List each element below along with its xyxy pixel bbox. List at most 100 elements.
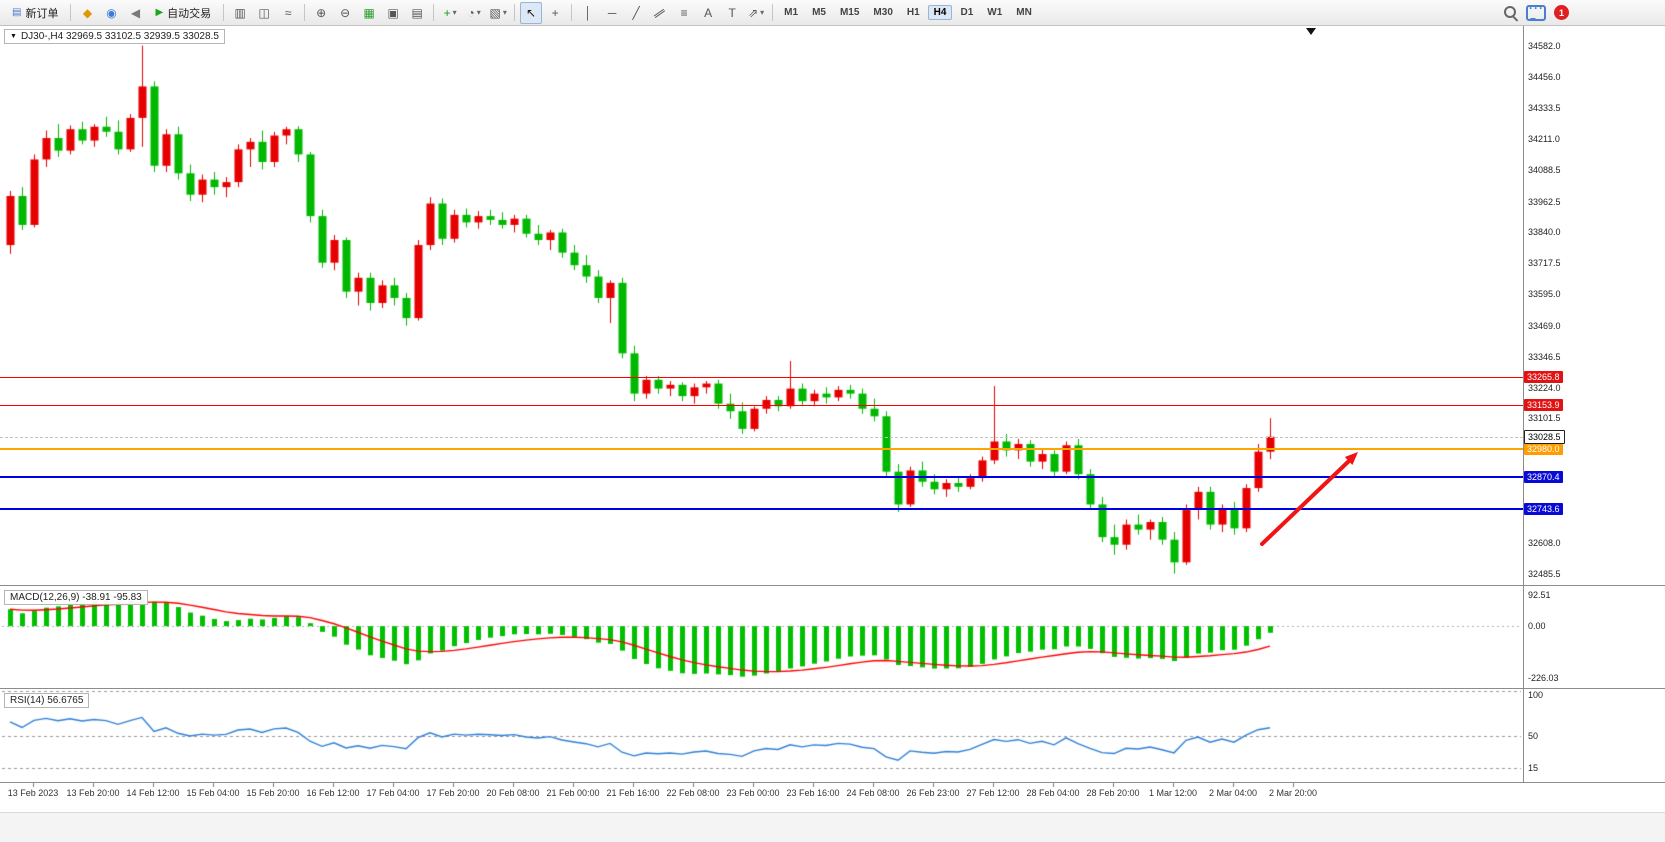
- cascade-windows-icon[interactable]: ▣: [382, 2, 404, 24]
- price-tick-label: 34088.5: [1528, 164, 1561, 175]
- timeframe-m30[interactable]: M30: [873, 7, 893, 18]
- time-label: 1 Mar 12:00: [1148, 788, 1198, 798]
- timeframe-mn[interactable]: MN: [1016, 7, 1032, 18]
- bar-chart-icon-glyph: ▥: [234, 5, 246, 20]
- crosshair-icon[interactable]: +: [544, 2, 566, 24]
- time-label: 14 Feb 12:00: [126, 788, 180, 798]
- rsi-label-box: RSI(14) 56.6765: [4, 693, 90, 708]
- rsi-label: RSI(14) 56.6765: [10, 695, 84, 706]
- price-tick-label: 34582.0: [1528, 40, 1561, 51]
- resistance-line-2[interactable]: [0, 404, 1523, 406]
- zoom-in-icon[interactable]: ⊕: [310, 2, 332, 24]
- price-tick-label: 33346.5: [1528, 351, 1561, 362]
- time-axis-separator: [0, 782, 1665, 783]
- symbol-dropdown-icon[interactable]: ▼: [10, 33, 17, 40]
- search-icon[interactable]: [1504, 5, 1518, 20]
- community-icon[interactable]: ◉: [100, 2, 122, 24]
- price-scale-separator: [1523, 26, 1524, 782]
- tile-windows-icon[interactable]: ▤: [406, 2, 428, 24]
- timeframe-w1[interactable]: W1: [987, 7, 1003, 18]
- shapes-icon-dropdown-arrow: ▾: [760, 8, 765, 17]
- periods-button-dropdown-arrow: ▾: [476, 8, 481, 17]
- new-order-button[interactable]: ▤ 新订单: [4, 2, 66, 24]
- time-label: 23 Feb 16:00: [786, 788, 840, 798]
- candlestick-chart-icon[interactable]: ◫: [253, 2, 275, 24]
- bar-chart-icon[interactable]: ▥: [229, 2, 251, 24]
- candlestick-chart-icon-glyph: ◫: [258, 5, 270, 20]
- time-label: 2 Mar 20:00: [1268, 788, 1318, 798]
- fibonacci-icon[interactable]: ≡: [673, 2, 695, 24]
- chart-title-box: ▼ DJ30-,H4 32969.5 33102.5 32939.5 33028…: [4, 29, 225, 44]
- wizard-icon-glyph: ◆: [82, 5, 93, 20]
- window-bottom-area: [0, 812, 1665, 842]
- trendline-icon[interactable]: ╱: [625, 2, 647, 24]
- pivot-line-badge: 32980.0: [1524, 443, 1563, 456]
- indicator-axis-label: 0.00: [1528, 621, 1546, 632]
- time-label: 20 Feb 08:00: [486, 788, 540, 798]
- time-label: 15 Feb 20:00: [246, 788, 300, 798]
- periods-button-glyph: ◔: [467, 5, 475, 20]
- zoom-out-icon-glyph: ⊖: [340, 5, 351, 20]
- timeframe-h1[interactable]: H1: [906, 7, 920, 18]
- price-tick-label: 33469.0: [1528, 320, 1561, 331]
- vertical-line-icon[interactable]: │: [577, 2, 599, 24]
- price-tick-label: 33717.5: [1528, 258, 1561, 269]
- periods-button[interactable]: ◔ ▾: [463, 2, 485, 24]
- zoom-out-icon[interactable]: ⊖: [334, 2, 356, 24]
- grid-icon[interactable]: ▦: [358, 2, 380, 24]
- time-label: 24 Feb 08:00: [846, 788, 900, 798]
- timeframe-d1[interactable]: D1: [960, 7, 974, 18]
- price-tick-label: 33595.0: [1528, 289, 1561, 300]
- indicators-button[interactable]: + ▾: [439, 2, 461, 24]
- indicator-axis-label: 100: [1528, 690, 1544, 700]
- trend-arrow-annotation[interactable]: [1254, 438, 1374, 553]
- price-tick-label: 32485.5: [1528, 568, 1561, 579]
- time-label: 17 Feb 20:00: [426, 788, 480, 798]
- wizard-icon[interactable]: ◆: [76, 2, 98, 24]
- time-label: 17 Feb 04:00: [366, 788, 420, 798]
- support-line-1-badge: 32870.4: [1524, 470, 1563, 483]
- toolbar-separator: [304, 4, 306, 21]
- toolbar-separator: [70, 4, 72, 21]
- resistance-line-1[interactable]: [0, 376, 1523, 378]
- timeframe-m15[interactable]: M15: [839, 7, 860, 18]
- chart-shift-marker[interactable]: [1306, 28, 1316, 35]
- indicator-axis-label: 92.51: [1528, 590, 1551, 600]
- support-line-1[interactable]: [0, 475, 1523, 478]
- cursor-icon[interactable]: ↖: [520, 1, 543, 24]
- horizontal-line-icon[interactable]: ─: [601, 2, 623, 24]
- auto-trading-icon: ▶: [155, 7, 164, 18]
- time-label: 28 Feb 20:00: [1086, 788, 1140, 798]
- toolbar-separator: [223, 4, 225, 21]
- label-icon[interactable]: T: [721, 2, 743, 24]
- indicators-button-glyph: +: [443, 5, 451, 20]
- toolbar-separator: [571, 4, 573, 21]
- timeframe-m5[interactable]: M5: [812, 7, 826, 18]
- notification-badge[interactable]: 1: [1554, 5, 1569, 20]
- chat-icon[interactable]: [1526, 1, 1546, 21]
- price-tick-label: 34211.0: [1528, 134, 1560, 145]
- support-line-2[interactable]: [0, 507, 1523, 510]
- line-chart-icon-glyph: ≈: [284, 5, 292, 20]
- shapes-icon[interactable]: ⇗ ▾: [745, 2, 767, 24]
- channel-icon[interactable]: ∥: [649, 2, 671, 24]
- line-chart-icon[interactable]: ≈: [277, 2, 299, 24]
- time-label: 28 Feb 04:00: [1026, 788, 1080, 798]
- panel-separator-rsi[interactable]: [0, 688, 1665, 689]
- new-order-icon: ▤: [12, 7, 22, 18]
- time-label: 16 Feb 12:00: [306, 788, 360, 798]
- panel-separator-macd[interactable]: [0, 585, 1665, 586]
- community-icon-glyph: ◉: [106, 5, 117, 20]
- alerts-icon[interactable]: ◀: [124, 2, 146, 24]
- templates-button[interactable]: ▧ ▾: [487, 2, 509, 24]
- label-icon-glyph: T: [728, 5, 736, 20]
- pivot-line[interactable]: [0, 448, 1523, 451]
- zoom-in-icon-glyph: ⊕: [316, 5, 327, 20]
- resistance-line-2-badge: 33153.9: [1524, 399, 1563, 412]
- text-icon[interactable]: A: [697, 2, 719, 24]
- auto-trading-button[interactable]: ▶ 自动交易: [147, 2, 219, 24]
- price-tick-label: 33962.5: [1528, 196, 1561, 207]
- timeframe-m1[interactable]: M1: [784, 7, 799, 18]
- timeframe-h4[interactable]: H4: [927, 5, 953, 20]
